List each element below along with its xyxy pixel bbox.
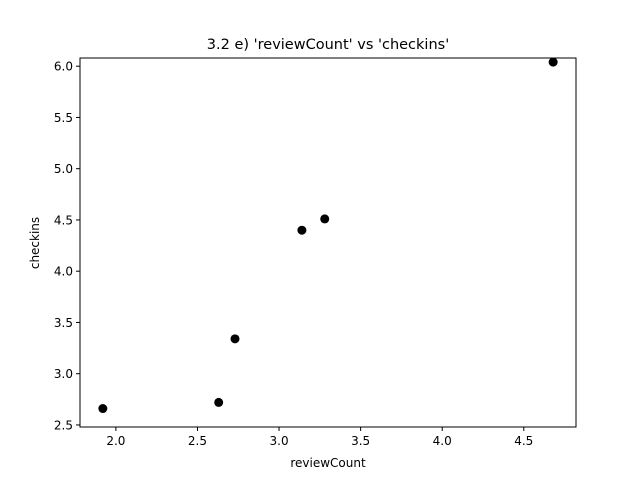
y-axis-label: checkins (28, 217, 42, 269)
data-point (320, 214, 330, 224)
data-point (297, 225, 307, 235)
x-tick-label: 4.0 (433, 434, 452, 448)
y-axis: 2.5 3.0 3.5 4.0 4.5 5.0 5.5 6.0 (54, 60, 80, 432)
x-tick-label: 4.5 (514, 434, 533, 448)
x-tick-label: 2.5 (188, 434, 207, 448)
x-tick-label: 2.0 (106, 434, 125, 448)
data-point (214, 397, 224, 407)
chart-title: 3.2 e) 'reviewCount' vs 'checkins' (207, 37, 449, 53)
x-tick-label: 3.5 (351, 434, 370, 448)
data-point (230, 334, 240, 344)
data-points (98, 57, 558, 414)
y-tick-label: 6.0 (54, 60, 73, 74)
x-tick-label: 3.0 (270, 434, 289, 448)
y-tick-label: 4.0 (54, 265, 73, 279)
y-tick-label: 2.5 (54, 418, 73, 432)
y-tick-label: 3.0 (54, 367, 73, 381)
y-tick-label: 3.5 (54, 316, 73, 330)
plot-frame (79, 57, 577, 428)
x-axis: 2.0 2.5 3.0 3.5 4.0 4.5 (106, 427, 533, 448)
data-point (98, 404, 108, 414)
y-tick-label: 5.5 (54, 111, 73, 125)
y-tick-label: 5.0 (54, 162, 73, 176)
y-tick-label: 4.5 (54, 213, 73, 227)
data-point (548, 57, 558, 67)
x-axis-label: reviewCount (290, 456, 366, 470)
